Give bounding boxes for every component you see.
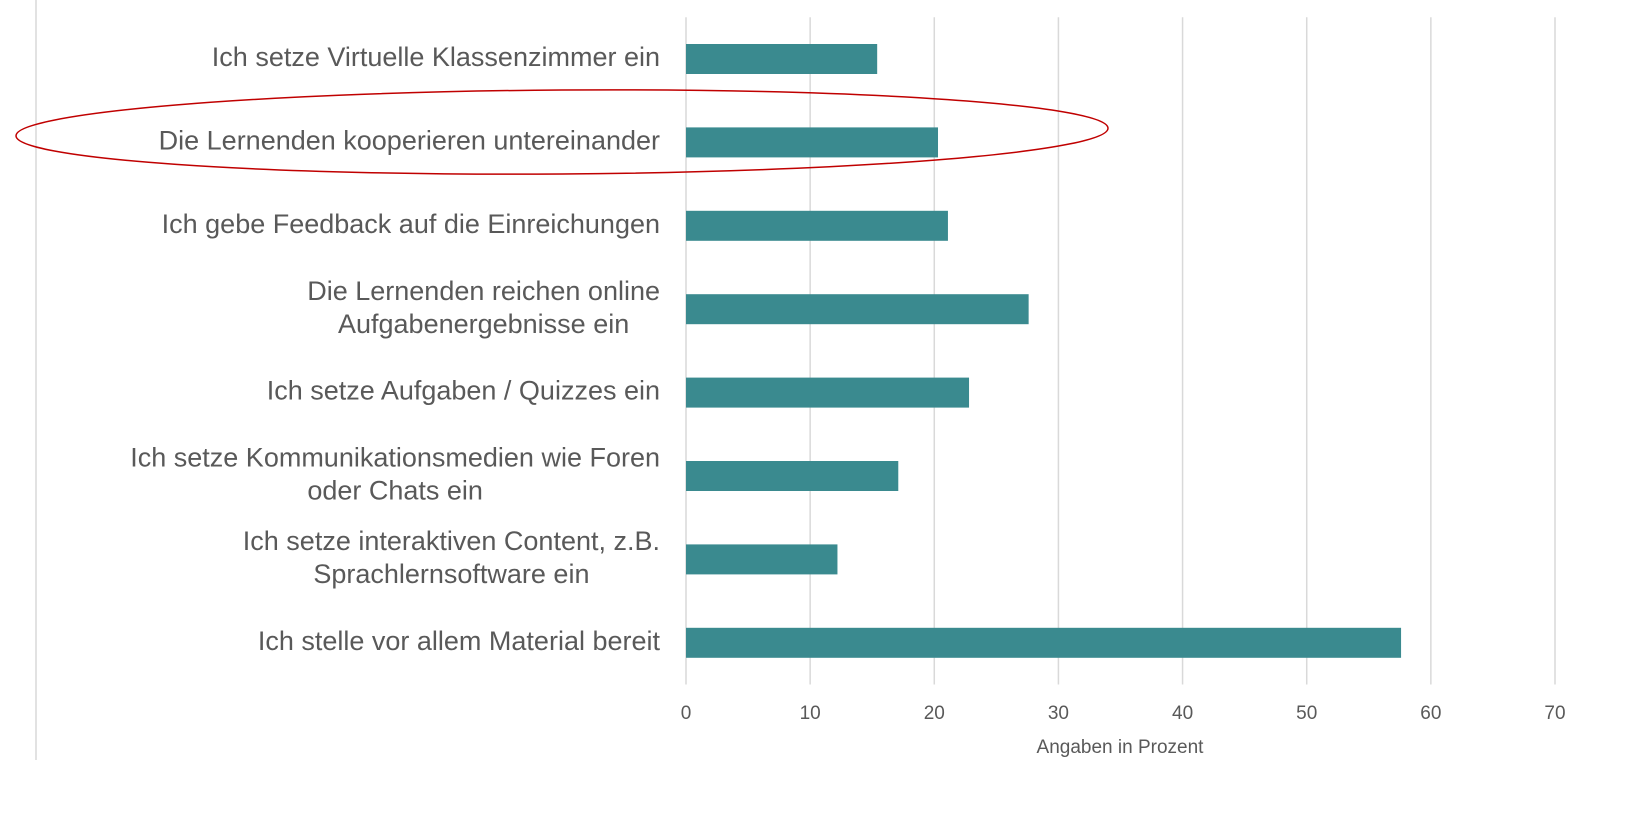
x-tick-label: 0 [681,703,692,724]
y-tick-label: Ich setze Aufgaben / Quizzes ein [267,376,660,406]
y-tick-label: Ich setze Virtuelle Klassenzimmer ein [212,42,660,72]
x-tick-label: 60 [1420,703,1441,724]
x-tick-label: 20 [924,703,945,724]
y-tick-label: Die Lernenden reichen online [307,276,660,306]
bar [686,544,838,575]
bar [686,127,939,158]
y-tick-label: Ich setze Kommunikationsmedien wie Foren [130,443,660,473]
highlight-ellipse [15,89,1109,175]
x-tick-label: 40 [1172,703,1193,724]
bar [686,377,970,408]
y-tick-label: Die Lernenden kooperieren untereinander [159,126,660,156]
x-tick-label: 30 [1048,703,1069,724]
bar [686,44,878,74]
bar [686,294,1029,325]
y-tick-label: Ich gebe Feedback auf die Einreichungen [162,209,660,239]
bar [686,461,899,491]
plot: 0 10 20 30 40 50 60 70 Ich setze Virtuelle Klass… [130,17,1566,724]
bar [686,210,948,241]
y-tick-label: Ich stelle vor allem Material bereit [258,626,661,656]
x-axis-label: Angaben in Prozent [1037,737,1205,758]
x-tick-label: 10 [800,703,821,724]
x-tick-label: 70 [1544,703,1565,724]
y-tick-label: Sprachlernsoftware ein [313,559,589,589]
y-tick-label: oder Chats ein [307,476,483,506]
y-tick-label: Aufgabenergebnisse ein [338,309,629,339]
x-tick-label: 50 [1296,703,1317,724]
y-tick-label: Ich setze interaktiven Content, z.B. [243,526,660,556]
bar [686,627,1402,658]
